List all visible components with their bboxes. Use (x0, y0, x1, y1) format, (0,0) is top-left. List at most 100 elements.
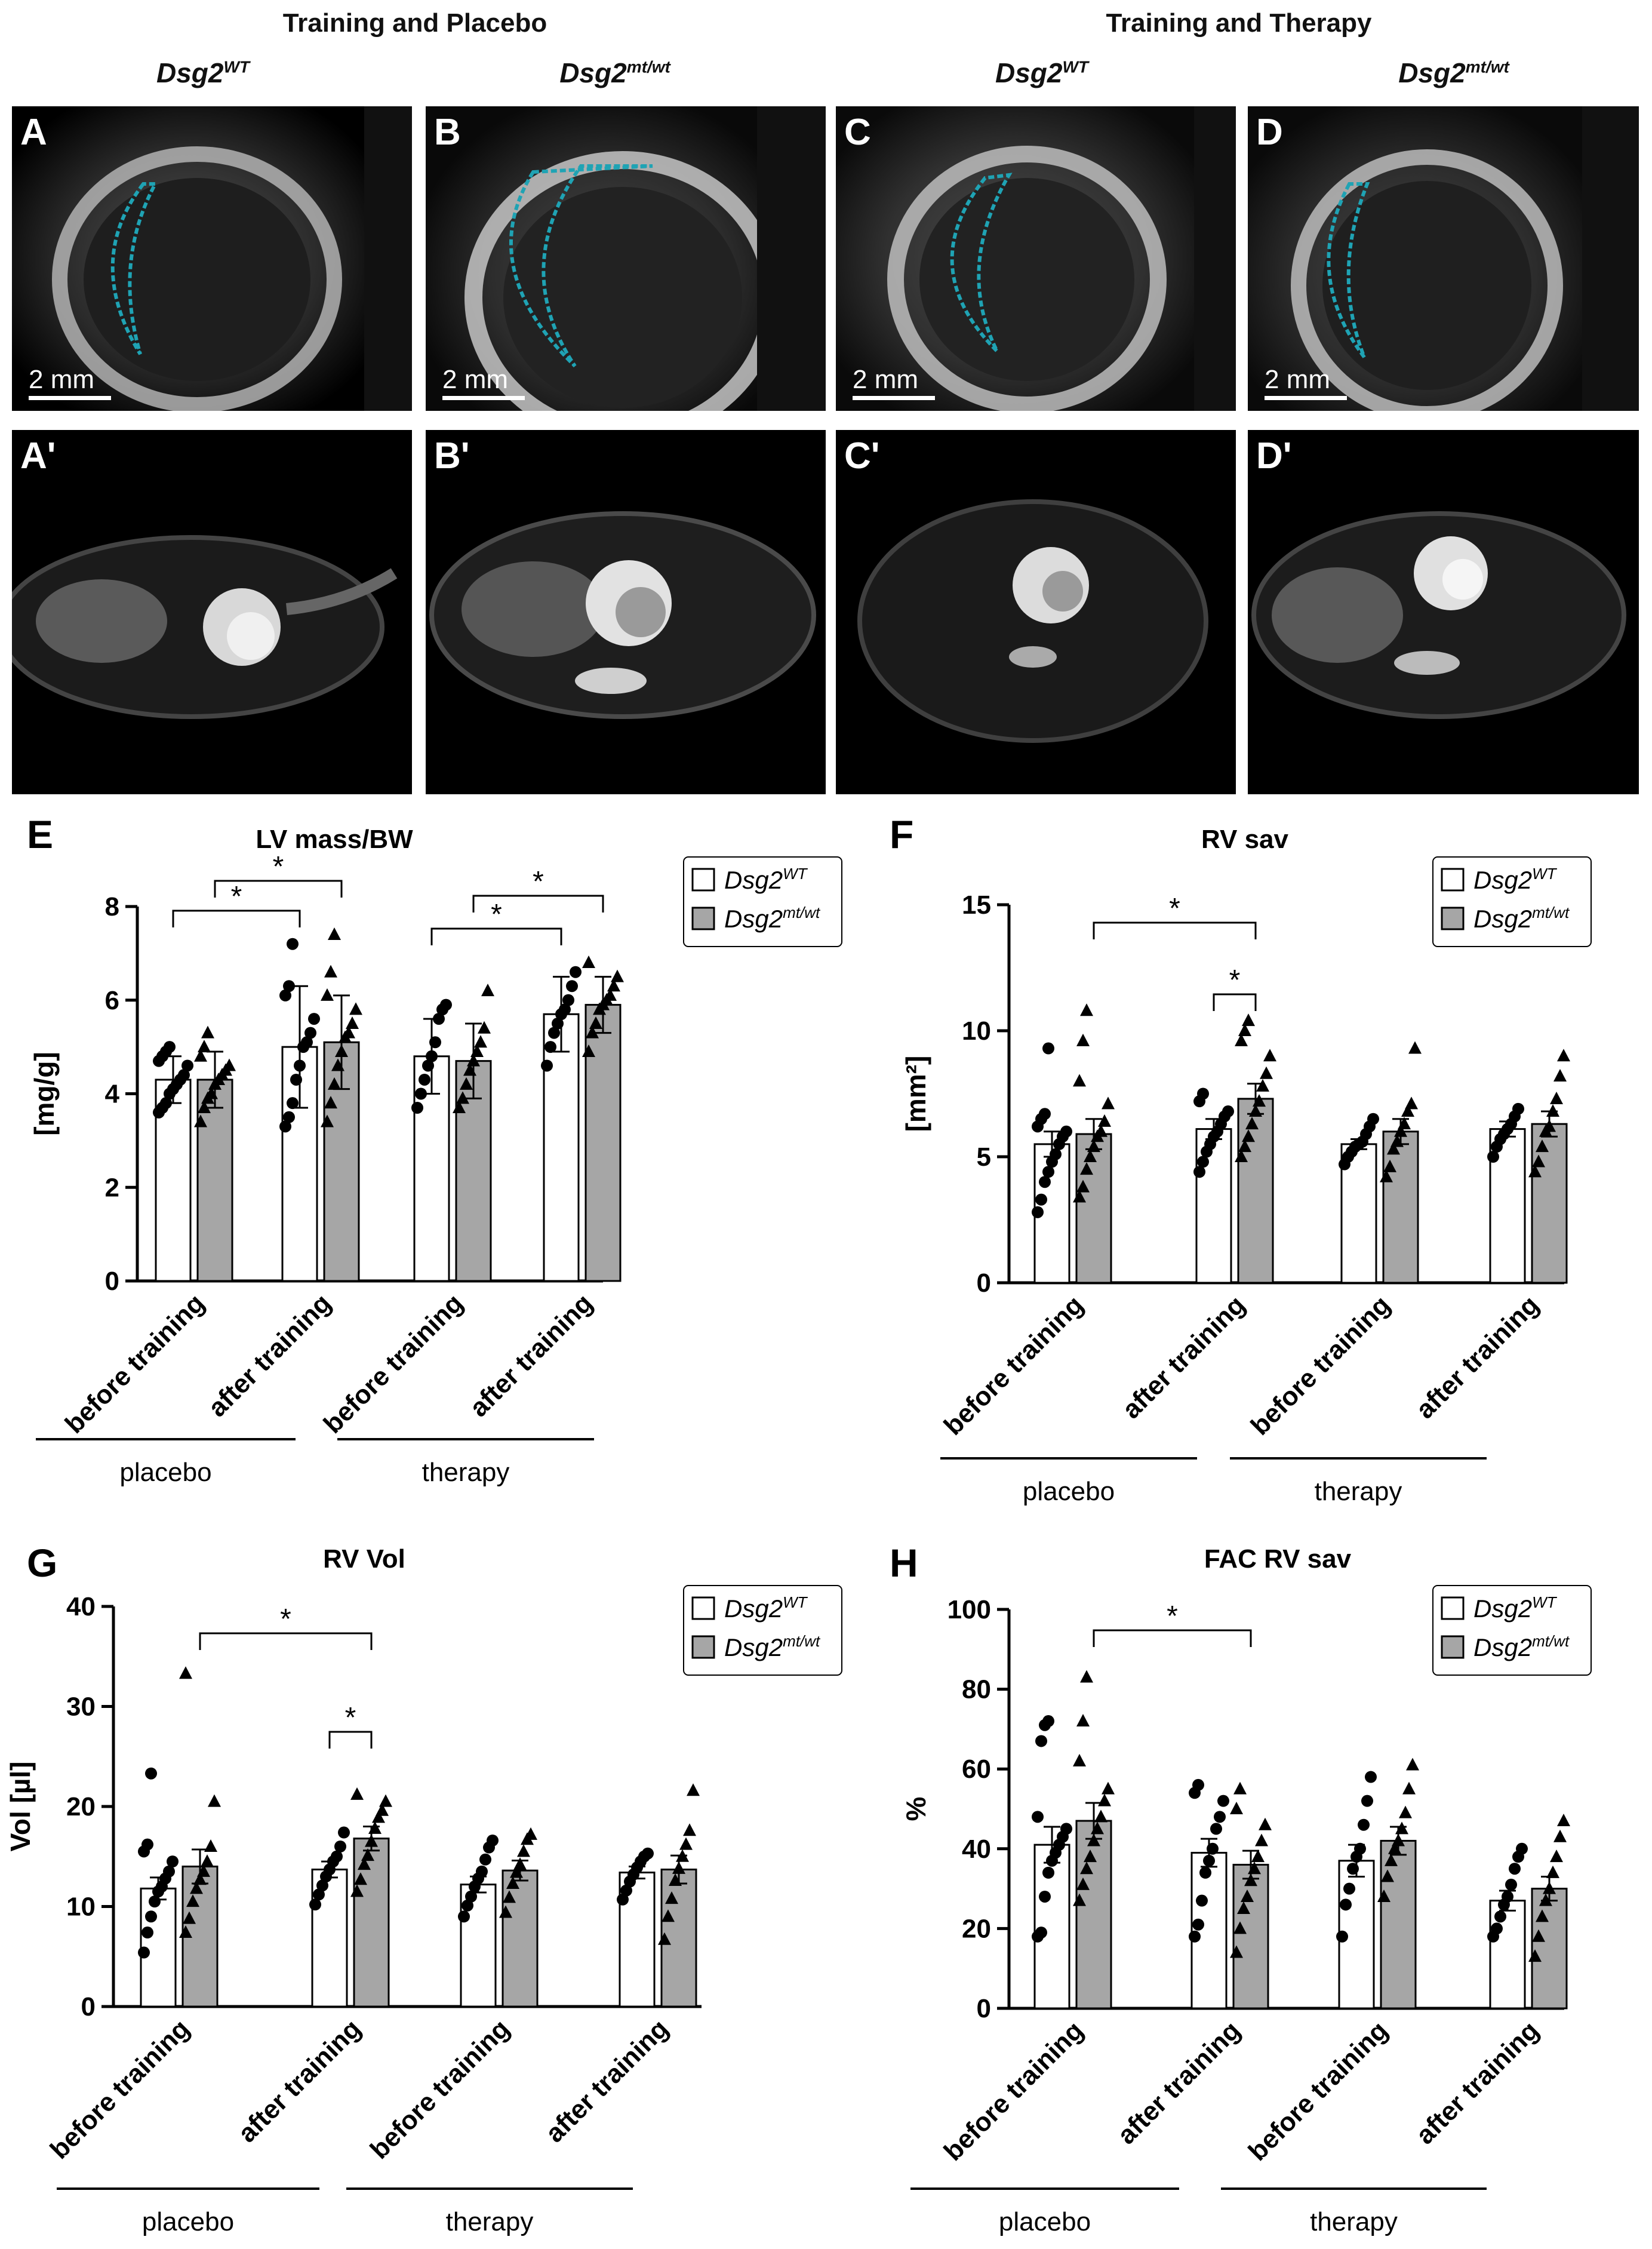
significance-star: * (491, 899, 502, 930)
echo-drawing-d (1248, 106, 1639, 411)
data-point (1189, 1930, 1201, 1943)
bar (1531, 1123, 1568, 1284)
data-point (1073, 1074, 1086, 1087)
data-point (679, 1837, 693, 1850)
data-point (1035, 1927, 1047, 1939)
data-point (1042, 1042, 1054, 1055)
data-point (476, 1865, 488, 1878)
data-point (1084, 1849, 1097, 1863)
data-point (1237, 1901, 1250, 1914)
data-point (1197, 1087, 1209, 1100)
panel-label-b: B (434, 112, 461, 153)
data-point (194, 1049, 207, 1062)
echo-image-a: A 2 mm (12, 106, 412, 411)
data-point (524, 1827, 537, 1840)
data-point (510, 1865, 523, 1878)
mri-image-a: A' (12, 430, 412, 794)
data-point (1073, 1190, 1086, 1203)
group-title-therapy: Training and Therapy (1106, 8, 1372, 38)
data-point (683, 1823, 696, 1836)
legend: Dsg2WT Dsg2mt/wt (1432, 1585, 1592, 1676)
data-point (316, 1879, 328, 1892)
legend-swatch-mut (691, 907, 715, 930)
data-point (365, 1834, 378, 1847)
data-point (582, 1044, 595, 1057)
data-point (548, 1027, 560, 1039)
data-point (1094, 1124, 1108, 1137)
data-point (658, 1932, 671, 1945)
data-point (1543, 1881, 1556, 1894)
genotype-header-b: Dsg2mt/wt (559, 57, 670, 88)
panel-label-c: C (844, 112, 871, 153)
bar (1531, 1888, 1568, 2010)
data-point (186, 1894, 199, 1907)
significance-star: * (280, 1603, 291, 1635)
data-point (570, 966, 582, 978)
data-point (190, 1881, 203, 1894)
legend-label-mut: Dsg2mt/wt (1473, 1632, 1570, 1661)
data-point (358, 1857, 371, 1870)
data-point (379, 1794, 392, 1807)
genotype-header-c: Dsg2WT (995, 57, 1088, 88)
data-point (1512, 1102, 1524, 1115)
data-point (1245, 1117, 1259, 1130)
data-point (1505, 1878, 1517, 1891)
data-point (1091, 1821, 1104, 1835)
data-point (361, 1848, 374, 1861)
bar (502, 1869, 539, 2008)
y-tick-label: 2 (105, 1173, 119, 1202)
data-point (279, 1120, 291, 1133)
significance-bracket (430, 927, 562, 945)
y-tick-label: 60 (962, 1755, 991, 1784)
y-tick-label: 0 (977, 1994, 991, 2023)
data-point (205, 1086, 218, 1099)
legend-label-wt: Dsg2WT (724, 1593, 808, 1623)
data-point (1528, 1165, 1542, 1178)
data-point (1536, 1909, 1549, 1922)
y-tick-label: 40 (66, 1592, 96, 1621)
data-point (283, 1111, 295, 1123)
data-point (1395, 1821, 1408, 1835)
data-point (419, 1073, 430, 1086)
data-point (1408, 1041, 1422, 1054)
legend-swatch-wt (691, 868, 715, 892)
data-point (1084, 1150, 1097, 1162)
significance-star: * (273, 851, 284, 883)
group-label: therapy (422, 1458, 510, 1487)
legend-box (1432, 856, 1592, 947)
data-point (335, 1044, 348, 1057)
data-point (1238, 1024, 1251, 1036)
echo-image-d: D 2 mm (1248, 106, 1639, 411)
data-point (1259, 1817, 1272, 1830)
panel-letter-g: G (27, 1541, 57, 1585)
data-point (372, 1810, 385, 1823)
bar (460, 1884, 497, 2008)
bar (1190, 1851, 1228, 2010)
group-label: therapy (1310, 2207, 1398, 2236)
significance-star: * (1229, 964, 1241, 996)
data-point (1032, 1811, 1044, 1823)
data-point (552, 1017, 564, 1030)
data-point (1494, 1910, 1506, 1923)
data-point (1042, 1715, 1054, 1728)
data-point (145, 1910, 157, 1923)
data-point (304, 1027, 316, 1039)
data-point (1528, 1949, 1542, 1962)
data-point (163, 1865, 175, 1878)
significance-star: * (533, 866, 544, 898)
data-point (1251, 1849, 1265, 1863)
data-point (193, 1872, 207, 1885)
panel-letter-e: E (27, 812, 53, 856)
data-point (1256, 1079, 1269, 1092)
chart-title: RV sav (1201, 825, 1288, 854)
data-point (1230, 1802, 1243, 1814)
legend-swatch-wt (1441, 1596, 1465, 1620)
data-point (481, 984, 494, 997)
data-point (1060, 1125, 1072, 1138)
data-point (194, 1114, 207, 1127)
y-tick-label: 10 (66, 1892, 96, 1922)
significance-bracket (199, 1632, 373, 1650)
